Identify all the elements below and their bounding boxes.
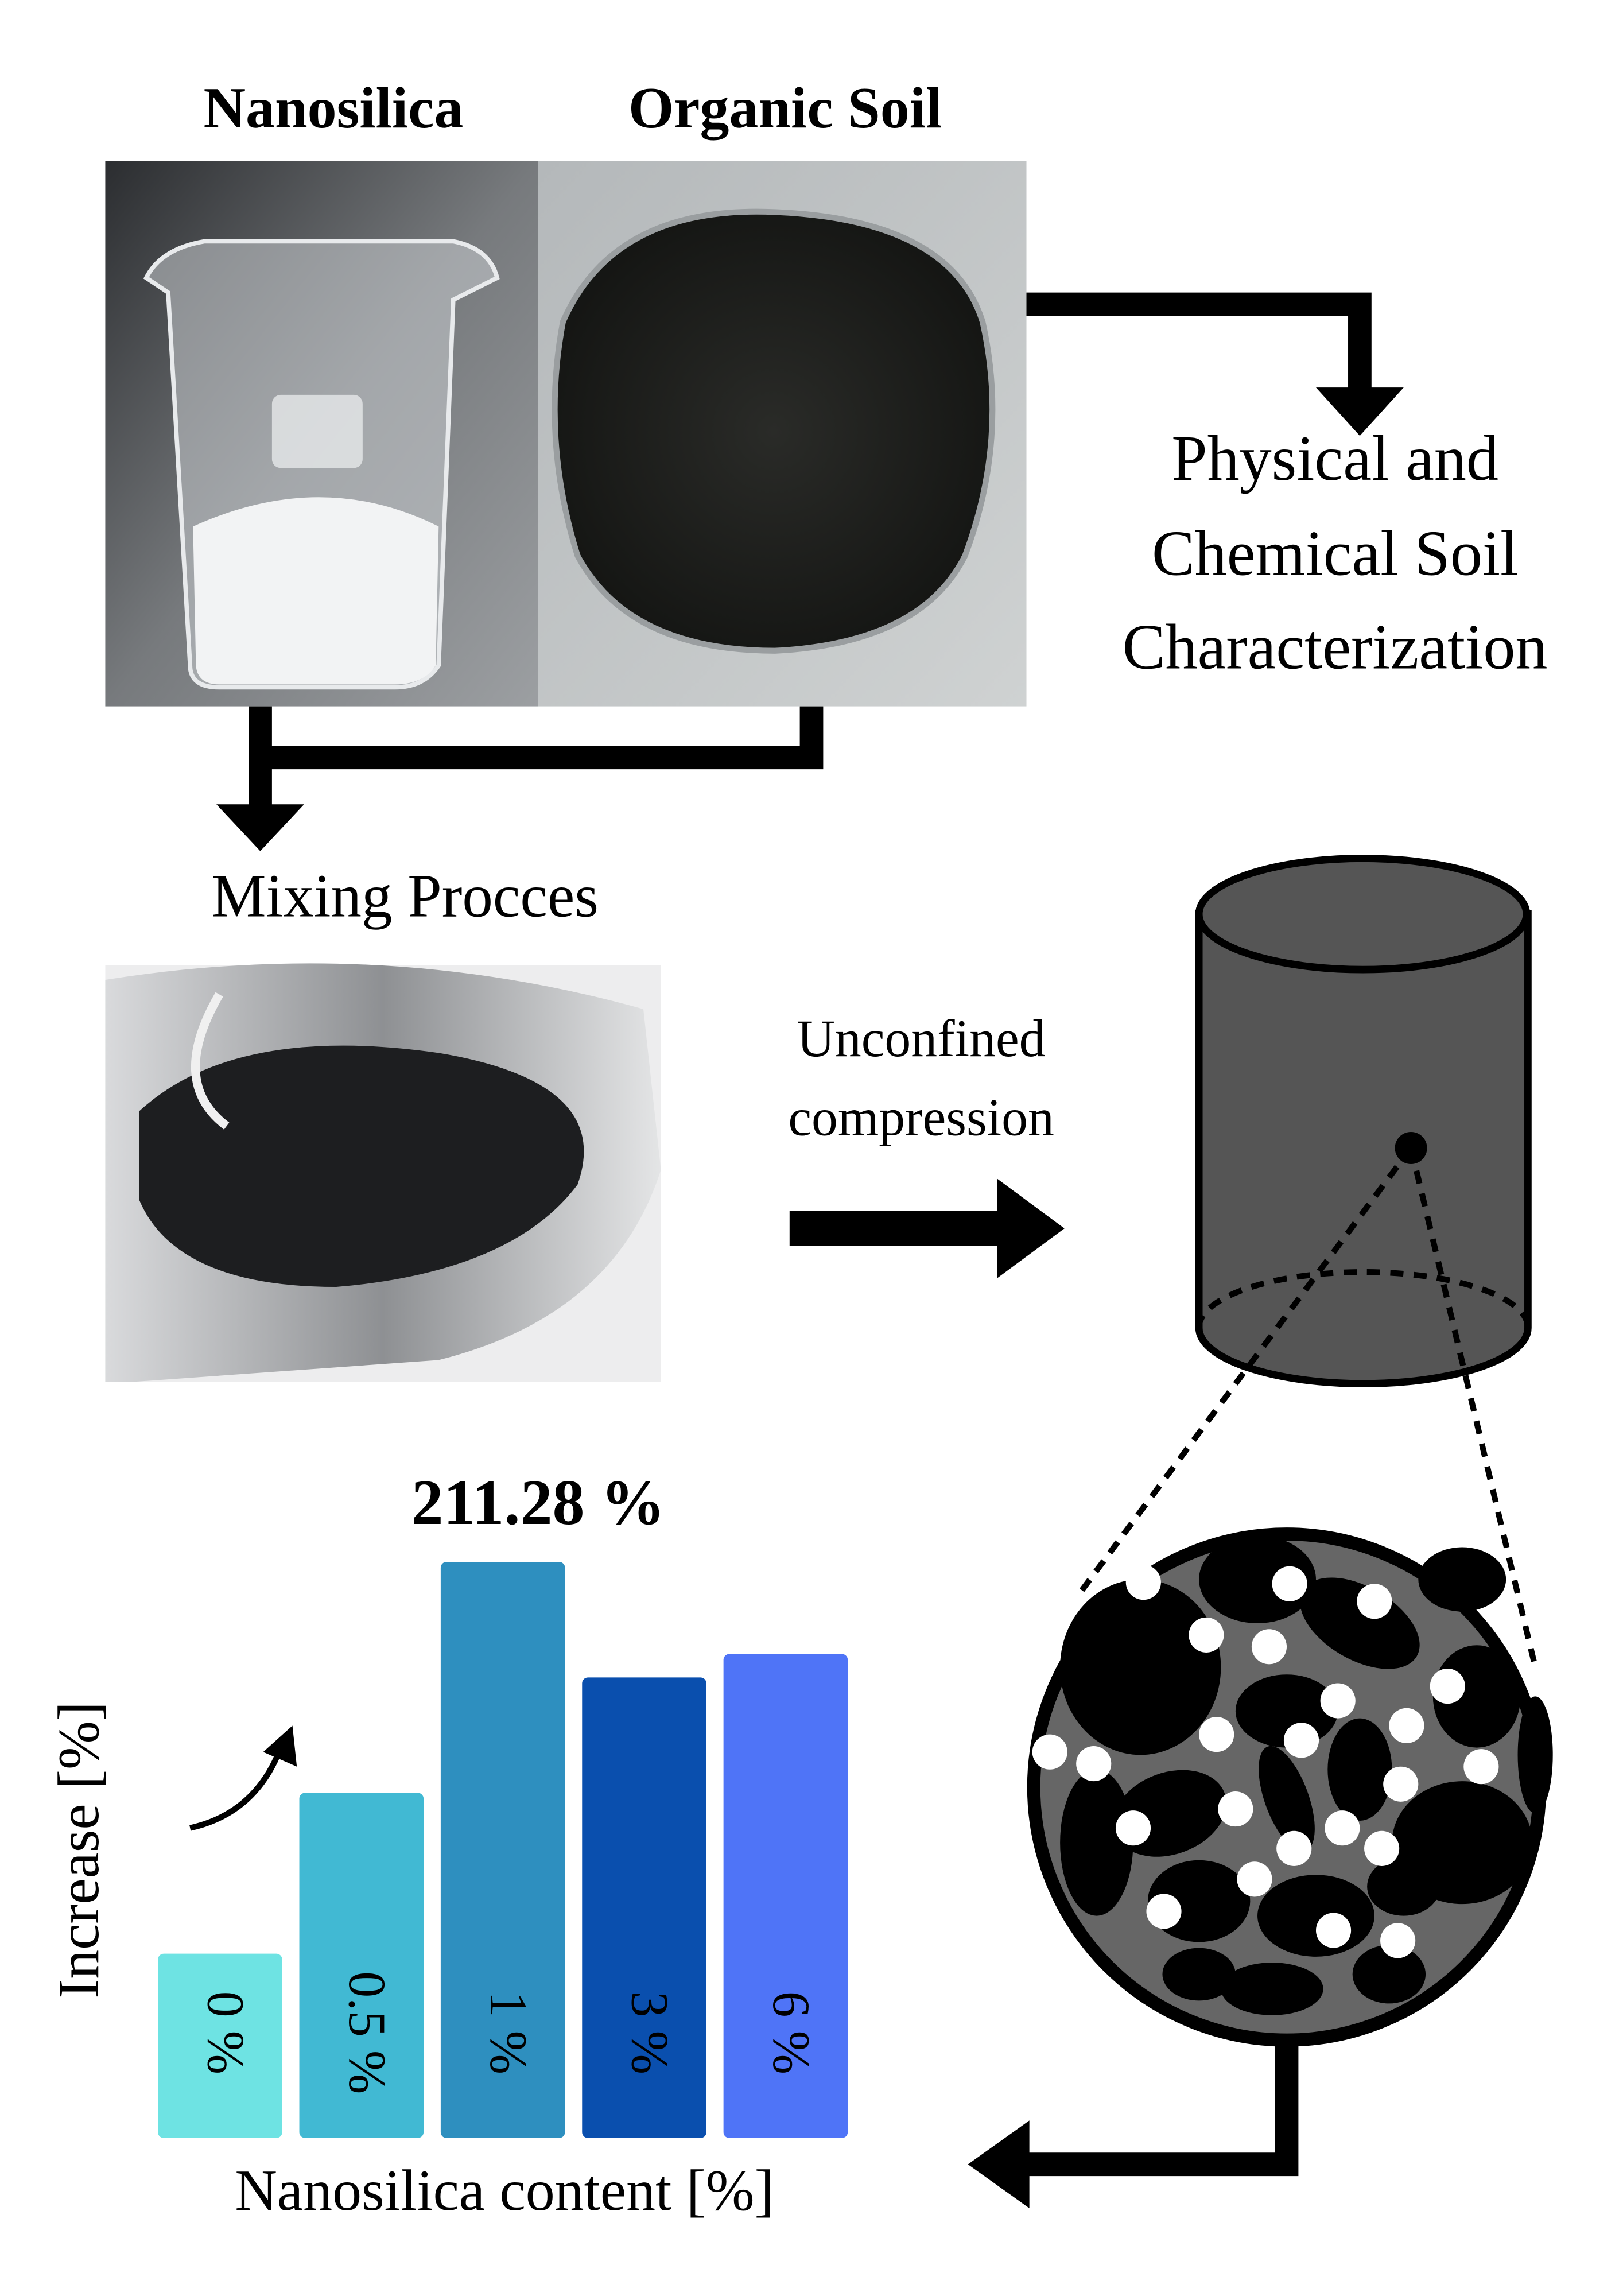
category-label: 3 % xyxy=(620,1991,679,2074)
x-axis-label: Nanosilica content [%] xyxy=(235,2158,774,2223)
photo-organic-soil xyxy=(538,161,1027,707)
category-label: 0 % xyxy=(196,1991,255,2074)
step-label: Mixing Procces xyxy=(211,863,599,930)
category-label: 6 % xyxy=(762,1991,821,2074)
photo-title: Organic Soil xyxy=(628,76,942,141)
category-label: 0.5 % xyxy=(338,1971,397,2094)
bar xyxy=(582,1677,706,2138)
y-axis-label: Increase [%] xyxy=(46,1701,111,1999)
photo-title: Nanosilica xyxy=(203,76,463,141)
step-label: Physical and xyxy=(1171,423,1498,494)
bar xyxy=(723,1654,848,2138)
step-label: Characterization xyxy=(1123,612,1548,683)
specimen-cylinder xyxy=(1077,855,1539,1668)
bar xyxy=(158,1953,282,2138)
step-label: compression xyxy=(788,1088,1054,1147)
bar xyxy=(440,1562,565,2138)
category-label: 1 % xyxy=(479,1991,538,2074)
photo-nanosilica xyxy=(105,161,538,707)
bar xyxy=(299,1793,424,2138)
microstructure xyxy=(1027,1527,1553,2047)
step-label: Chemical Soil xyxy=(1152,518,1518,589)
photo-mixing xyxy=(105,963,661,1382)
step-label: Unconfined xyxy=(797,1009,1046,1068)
bar-chart: 0 % 0.5 % 1 % 211.28 % 3 % 6 % Increase [%] Nan… xyxy=(46,1467,848,2223)
annotation: 211.28 % xyxy=(411,1467,665,1538)
